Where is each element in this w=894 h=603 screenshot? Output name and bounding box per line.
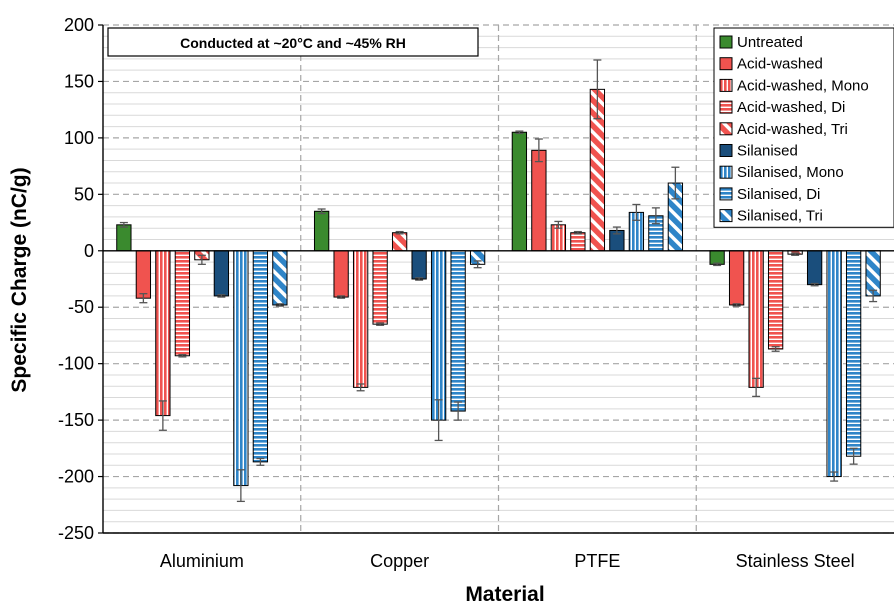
- x-tick-label: Copper: [370, 551, 429, 571]
- bar: [748, 250, 764, 388]
- legend-entry: Acid-washed: [737, 56, 823, 73]
- y-axis-title: Specific Charge (nC/g): [8, 167, 31, 392]
- bar: [728, 250, 745, 306]
- legend-swatch: [719, 187, 733, 201]
- legend-swatch: [719, 100, 733, 114]
- bar: [709, 250, 725, 265]
- legend-swatch: [719, 35, 733, 49]
- bar: [865, 250, 881, 297]
- legend-entry: Acid-washed, Tri: [737, 121, 848, 138]
- bar: [174, 250, 191, 357]
- x-tick-label: Aluminium: [160, 551, 244, 571]
- x-tick-label: Stainless Steel: [736, 551, 855, 571]
- y-tick-label: 0: [84, 241, 94, 261]
- y-tick-label: 150: [64, 71, 94, 91]
- legend-swatch: [719, 209, 733, 223]
- bars: [116, 59, 881, 503]
- bar: [767, 250, 784, 350]
- y-tick-label: -50: [68, 297, 94, 317]
- bar: [570, 232, 586, 252]
- bar: [845, 250, 862, 457]
- y-tick-label: 100: [64, 128, 94, 148]
- legend-entry: Acid-washed, Di: [737, 99, 845, 116]
- legend-swatch: [719, 122, 733, 136]
- bar: [450, 250, 466, 412]
- bar: [531, 149, 547, 252]
- bar: [352, 250, 369, 388]
- legend-swatch: [719, 144, 733, 157]
- bar: [116, 224, 132, 252]
- bar: [826, 250, 842, 478]
- bar: [272, 250, 288, 306]
- bar: [391, 232, 408, 252]
- y-tick-label: -100: [58, 354, 94, 374]
- legend-entry: Silanised: [737, 143, 798, 160]
- y-tick-label: -200: [58, 467, 94, 487]
- bar: [806, 250, 823, 286]
- axes: 200 150 100 50 0 -50 -100 -150 -200 -250 Aluminium…: [58, 15, 894, 571]
- bar: [511, 131, 528, 252]
- bar: [430, 250, 447, 421]
- y-tick-label: 50: [74, 184, 94, 204]
- bar: [411, 250, 427, 280]
- legend-swatch: [719, 165, 733, 179]
- bar: [155, 250, 171, 417]
- legend-entry: Acid-washed, Mono: [737, 77, 869, 94]
- x-axis-title: Material: [465, 583, 544, 603]
- y-tick-label: -250: [58, 523, 94, 543]
- bar: [233, 250, 249, 487]
- annotation: Conducted at ~20°C and ~45% RH: [107, 27, 479, 57]
- x-tick-label: PTFE: [574, 551, 620, 571]
- y-tick-label: 200: [64, 15, 94, 35]
- bar: [252, 250, 269, 463]
- y-tick-label: -150: [58, 410, 94, 430]
- legend-entry: Silanised, Di: [737, 186, 820, 203]
- bar: [135, 250, 152, 299]
- bar: [213, 250, 230, 297]
- bar: [313, 210, 330, 252]
- annotation-text: Conducted at ~20°C and ~45% RH: [180, 35, 406, 51]
- legend-entry: Untreated: [737, 34, 803, 51]
- legend-box: [713, 27, 894, 228]
- legend: Untreated Acid-washed Acid-washed, Mono Aci…: [713, 27, 894, 228]
- bar: [333, 250, 349, 298]
- bar: [372, 250, 388, 325]
- legend-entry: Silanised, Mono: [737, 164, 844, 181]
- legend-swatch: [719, 78, 733, 92]
- legend-swatch: [719, 57, 733, 71]
- legend-entry: Silanised, Tri: [737, 208, 823, 225]
